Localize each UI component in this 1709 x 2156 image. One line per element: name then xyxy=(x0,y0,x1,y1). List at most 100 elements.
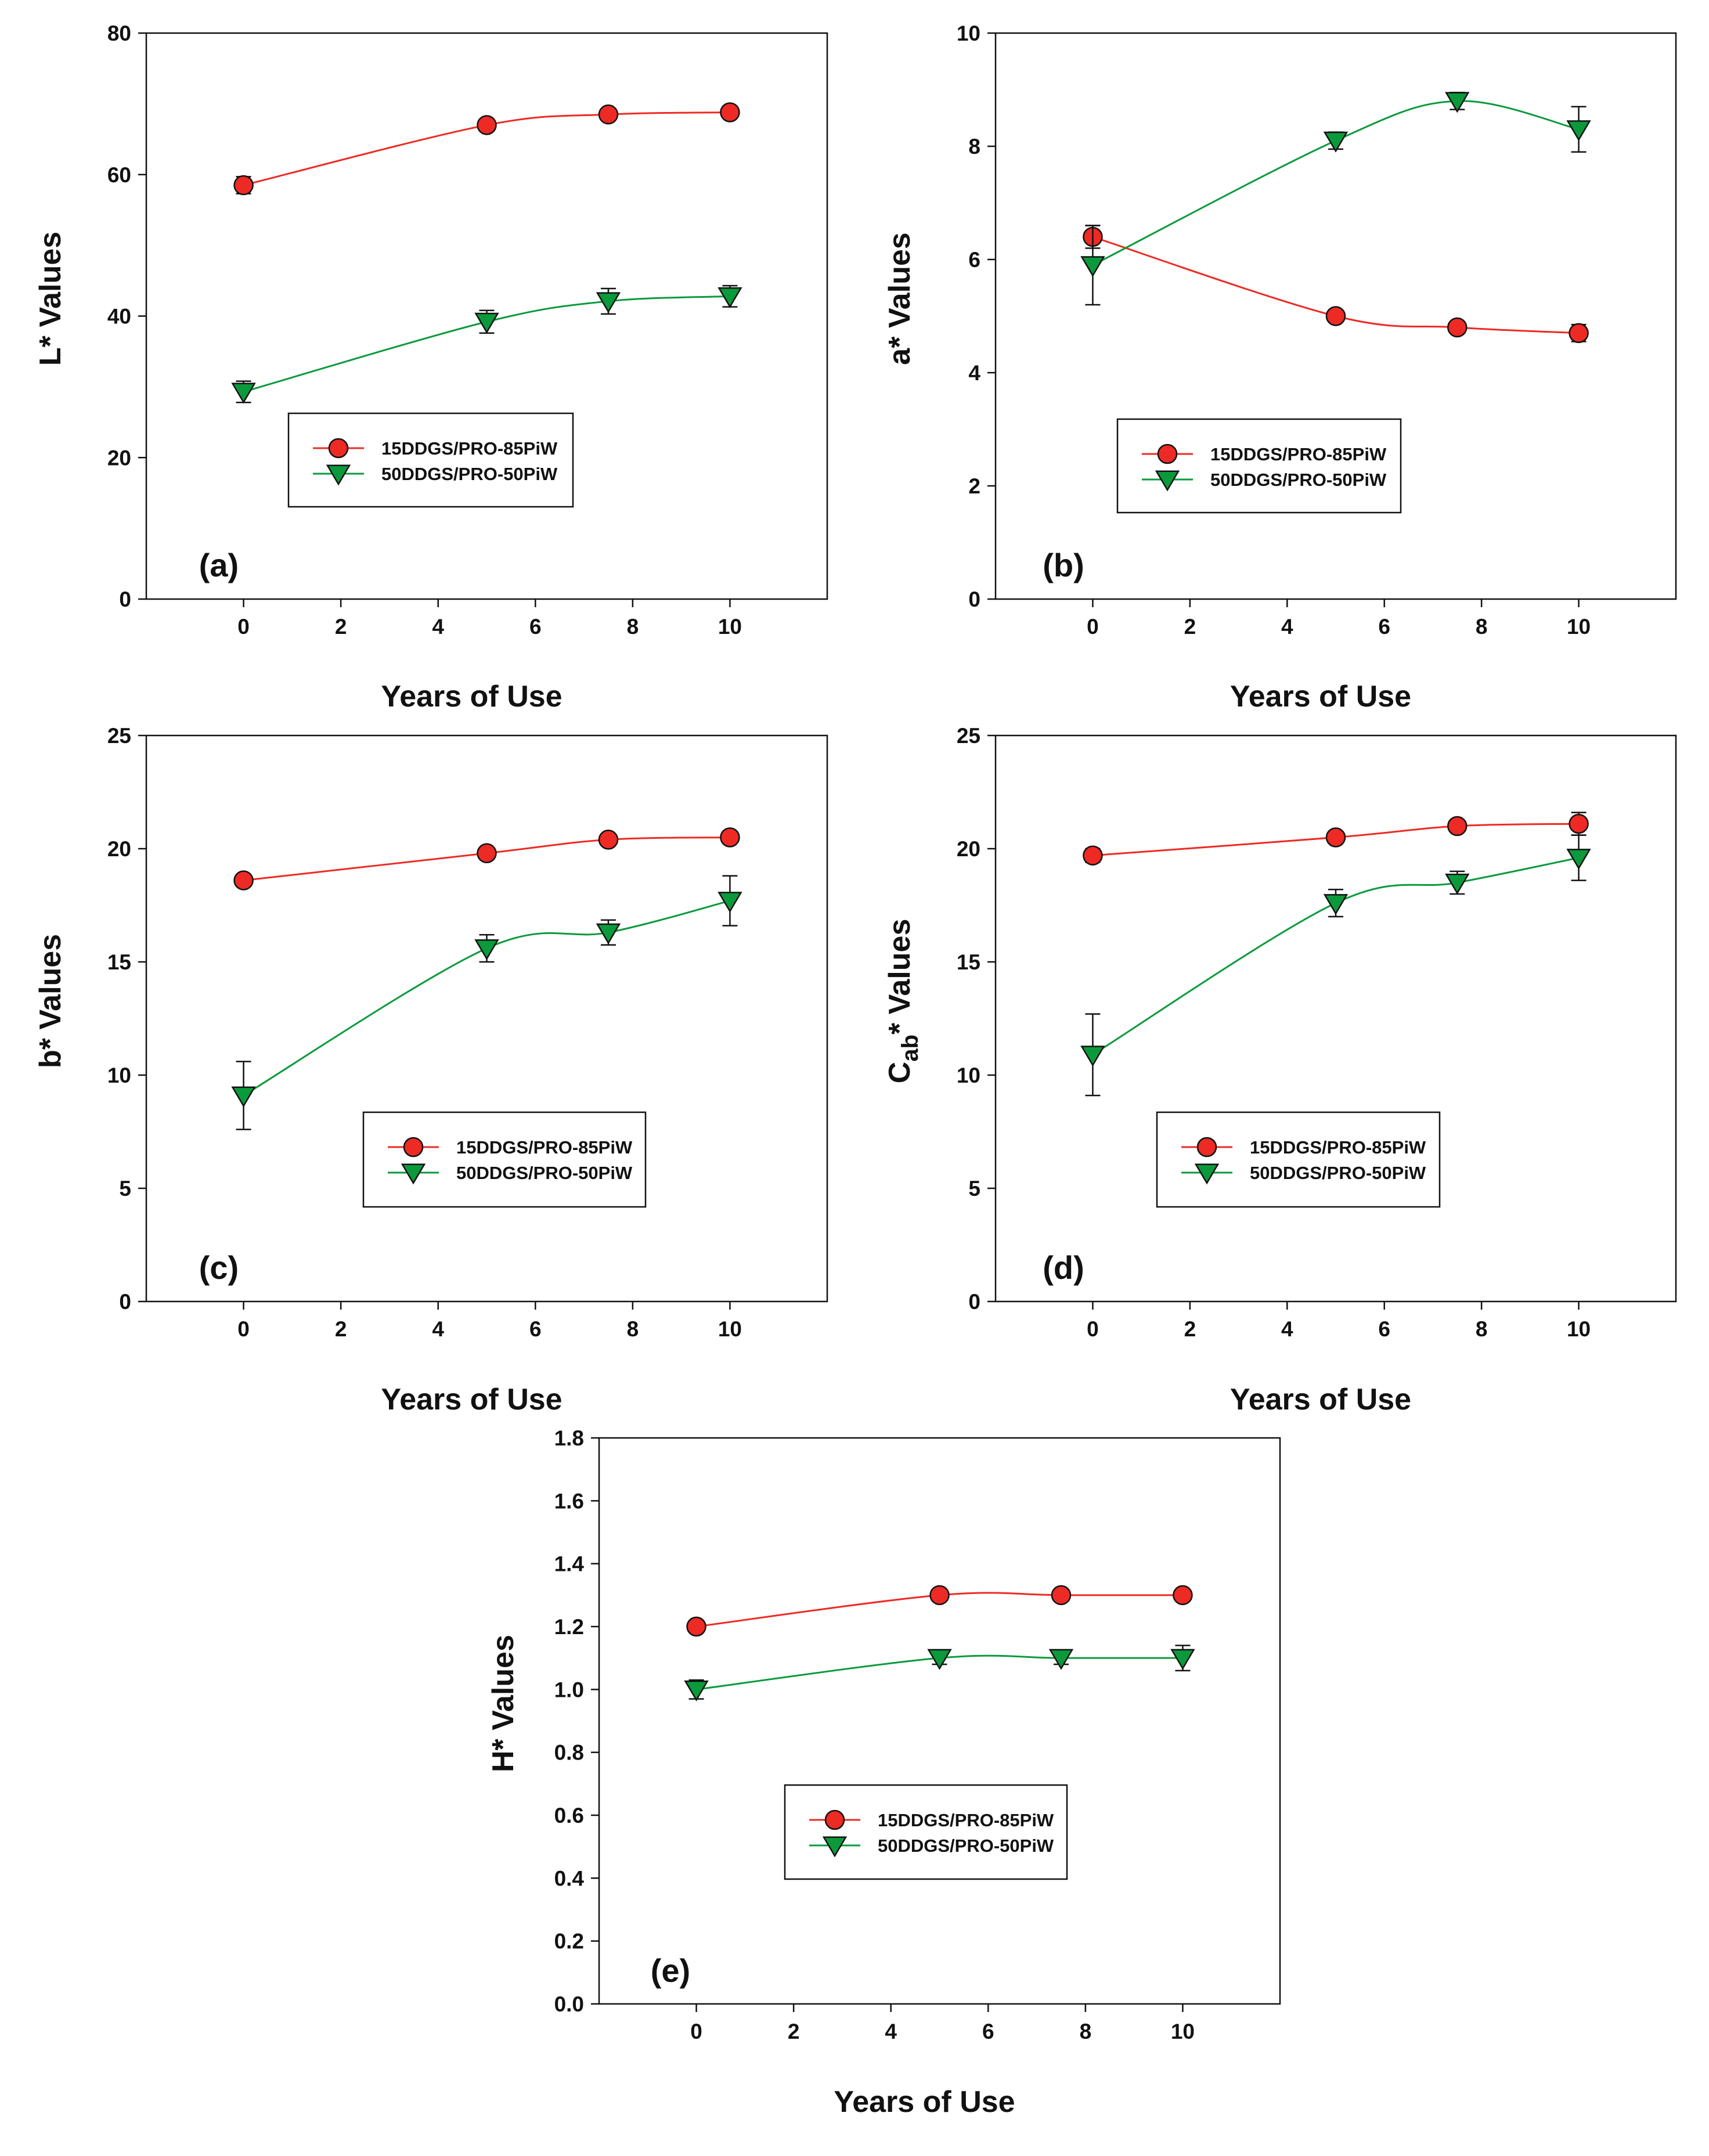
data-point-2 xyxy=(1080,256,1105,277)
data-point-1 xyxy=(1173,1585,1193,1606)
legend-box xyxy=(784,1784,1068,1880)
y-tick-label: 0.0 xyxy=(554,1992,584,2016)
x-tick-label: 8 xyxy=(1080,2020,1092,2043)
y-tick-label: 80 xyxy=(107,21,131,45)
data-point-2 xyxy=(231,1086,256,1108)
y-tick-label: 6 xyxy=(968,248,980,272)
x-tick-label: 8 xyxy=(627,1317,639,1341)
y-tick-label: 0 xyxy=(968,1290,980,1314)
legend-marker xyxy=(1157,444,1178,464)
data-point-2 xyxy=(1445,874,1470,895)
panel-label: (b) xyxy=(1043,547,1084,583)
data-point-1 xyxy=(1447,317,1468,338)
series-line-1 xyxy=(243,111,730,186)
x-tick-label: 6 xyxy=(529,1317,542,1341)
data-point-2 xyxy=(927,1649,952,1670)
legend-box xyxy=(1156,1111,1441,1208)
y-tick-label: 1.4 xyxy=(554,1552,585,1576)
x-tick-label: 8 xyxy=(1476,615,1488,639)
panel-label: (e) xyxy=(651,1952,690,1989)
legend-label: 15DDGS/PRO-85PiW xyxy=(878,1810,1054,1830)
y-axis-title: Cab* Values xyxy=(883,919,923,1084)
data-point-2 xyxy=(718,287,742,308)
series-line-1 xyxy=(1092,236,1579,334)
legend-label: 50DDGS/PRO-50PiW xyxy=(878,1836,1054,1856)
legend-label: 50DDGS/PRO-50PiW xyxy=(1250,1163,1426,1183)
x-tick-label: 4 xyxy=(885,2020,897,2043)
data-point-2 xyxy=(1566,849,1591,870)
data-point-1 xyxy=(1325,306,1346,326)
series-line-2 xyxy=(1092,857,1579,1056)
x-tick-label: 6 xyxy=(529,615,542,639)
legend-marker xyxy=(403,1137,424,1158)
y-tick-label: 1.2 xyxy=(554,1615,584,1639)
series-line-2 xyxy=(243,900,730,1097)
y-tick-label: 1.8 xyxy=(554,1426,584,1450)
legend-marker xyxy=(401,1163,426,1185)
panel-label: (d) xyxy=(1043,1249,1084,1286)
panel-4: 0 5 10 15 20 25 0 2 4 6 8 10 Years of Use Cab* Values… xyxy=(883,724,1677,1416)
x-tick-label: 4 xyxy=(1281,615,1293,639)
x-tick-label: 4 xyxy=(1281,1317,1293,1341)
x-tick-label: 10 xyxy=(1567,615,1591,639)
data-point-2 xyxy=(1080,1045,1105,1067)
data-point-1 xyxy=(233,175,254,196)
x-tick-label: 6 xyxy=(1378,615,1390,639)
x-tick-label: 6 xyxy=(1378,1317,1390,1341)
data-point-1 xyxy=(1569,323,1589,343)
data-point-2 xyxy=(684,1680,709,1701)
data-point-2 xyxy=(474,939,499,961)
legend-marker xyxy=(1196,1137,1217,1158)
series-line-2 xyxy=(243,295,730,393)
y-tick-label: 0.2 xyxy=(554,1930,584,1953)
panel-label: (c) xyxy=(199,1249,239,1286)
y-tick-label: 10 xyxy=(957,21,980,45)
x-axis-title: Years of Use xyxy=(381,1383,562,1416)
x-tick-label: 10 xyxy=(1567,1317,1591,1341)
data-point-2 xyxy=(1323,131,1349,153)
data-point-1 xyxy=(1447,816,1468,837)
y-tick-label: 25 xyxy=(107,724,131,748)
y-tick-label: 60 xyxy=(107,163,131,187)
data-point-2 xyxy=(596,923,621,944)
y-tick-label: 5 xyxy=(119,1177,131,1200)
data-point-1 xyxy=(686,1616,706,1637)
legend-marker xyxy=(824,1809,845,1830)
y-tick-label: 0 xyxy=(968,587,980,611)
y-tick-label: 8 xyxy=(968,135,980,158)
x-tick-label: 10 xyxy=(1171,2020,1195,2043)
y-tick-label: 20 xyxy=(957,837,980,861)
data-point-1 xyxy=(1051,1585,1072,1606)
x-tick-label: 0 xyxy=(237,615,250,639)
data-point-2 xyxy=(718,892,742,913)
data-point-1 xyxy=(720,827,740,848)
y-axis-title: L* Values xyxy=(34,232,67,366)
x-tick-label: 4 xyxy=(432,1317,444,1341)
y-tick-label: 0.8 xyxy=(554,1741,584,1765)
data-point-1 xyxy=(598,830,619,850)
x-axis-title: Years of Use xyxy=(834,2085,1015,2119)
y-tick-label: 15 xyxy=(107,950,131,974)
x-tick-label: 10 xyxy=(718,615,742,639)
data-point-2 xyxy=(1323,894,1349,915)
y-tick-label: 0.4 xyxy=(554,1866,585,1890)
data-point-1 xyxy=(477,115,497,135)
y-axis-title: a* Values xyxy=(883,232,917,365)
legend-box xyxy=(287,412,574,508)
legend-marker xyxy=(1194,1163,1220,1185)
data-point-2 xyxy=(1170,1649,1195,1670)
data-point-1 xyxy=(598,104,619,125)
legend-label: 50DDGS/PRO-50PiW xyxy=(381,464,558,484)
data-point-1 xyxy=(929,1585,950,1606)
y-tick-label: 5 xyxy=(968,1177,980,1200)
y-tick-label: 10 xyxy=(957,1063,980,1087)
legend-box xyxy=(362,1111,647,1208)
plot-frame xyxy=(994,32,1677,600)
y-tick-label: 40 xyxy=(107,305,131,329)
y-axis-title: H* Values xyxy=(486,1635,520,1772)
legend-label: 15DDGS/PRO-85PiW xyxy=(1210,444,1387,464)
y-tick-label: 0 xyxy=(119,587,131,611)
x-axis-title: Years of Use xyxy=(1230,680,1411,713)
data-point-2 xyxy=(231,383,256,404)
